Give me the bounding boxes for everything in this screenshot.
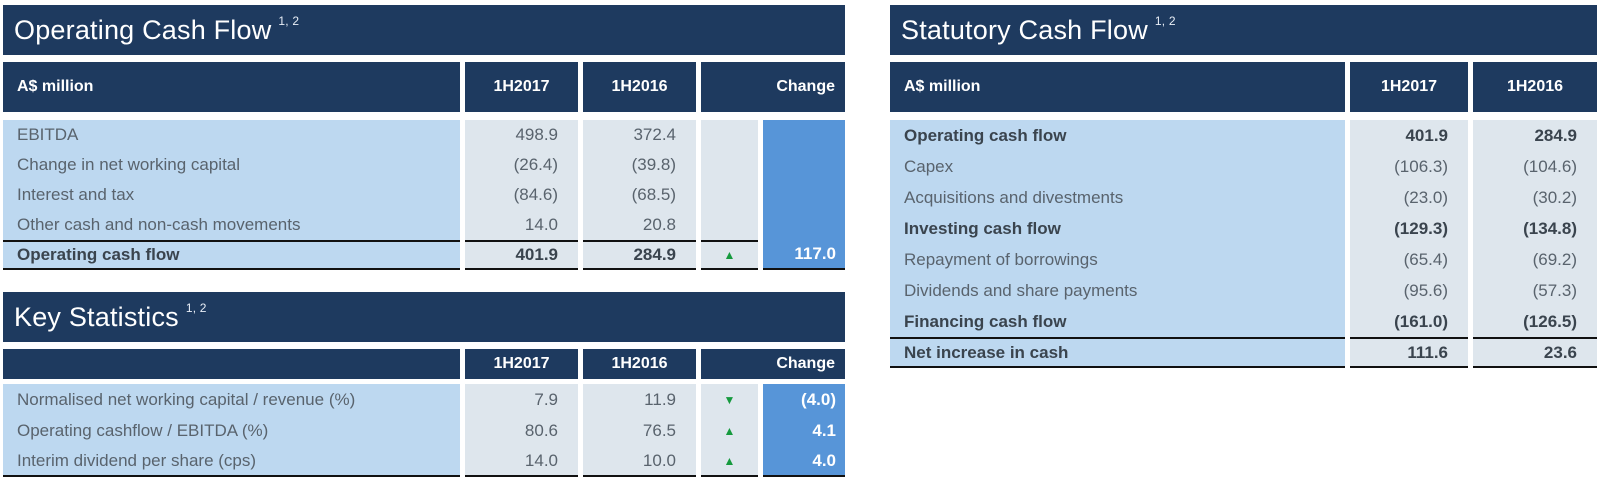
row-label: Net increase in cash — [890, 337, 1345, 368]
value-1h2017: (161.0) — [1350, 306, 1468, 337]
value-1h2016: 23.6 — [1473, 337, 1597, 368]
value-1h2016: 372.4 — [583, 120, 696, 150]
change-value: 117.0 — [763, 240, 845, 270]
change-value: 4.1 — [763, 415, 845, 446]
row-label: Financing cash flow — [890, 306, 1345, 337]
value-1h2016: 284.9 — [1473, 120, 1597, 151]
row-label: Change in net working capital — [3, 150, 460, 180]
statutory-cash-flow-table: Statutory Cash Flow 1, 2 A$ million 1H20… — [890, 5, 1597, 368]
row-label: Acquisitions and divestments — [890, 182, 1345, 213]
value-1h2016: 284.9 — [583, 240, 696, 270]
table-title: Key Statistics — [14, 301, 179, 332]
value-1h2017: 14.0 — [465, 446, 578, 477]
change-arrow-placeholder — [701, 210, 758, 240]
value-1h2017: 111.6 — [1350, 337, 1468, 368]
column-header-1h2017: 1H2017 — [465, 62, 578, 112]
row-label: Capex — [890, 151, 1345, 182]
operating-table-title-bar: Operating Cash Flow 1, 2 — [3, 5, 845, 55]
column-header-1h2017: 1H2017 — [465, 349, 578, 379]
statutory-table-body: Operating cash flow 401.9 284.9 Capex (106.3… — [890, 120, 1597, 368]
value-1h2017: (106.3) — [1350, 151, 1468, 182]
column-header-1h2016: 1H2016 — [1473, 62, 1597, 112]
row-label: Operating cash flow — [3, 240, 460, 270]
change-arrow-placeholder — [701, 150, 758, 180]
value-1h2017: (84.6) — [465, 180, 578, 210]
table-title: Statutory Cash Flow — [901, 14, 1148, 45]
row-label: Operating cashflow / EBITDA (%) — [3, 415, 460, 446]
column-header-blank — [3, 349, 460, 379]
column-header-change: Change — [701, 349, 845, 379]
row-label: Investing cash flow — [890, 213, 1345, 244]
footnote-superscript: 1, 2 — [185, 301, 207, 315]
value-1h2016: 11.9 — [583, 384, 696, 415]
row-label: Dividends and share payments — [890, 275, 1345, 306]
change-value — [763, 120, 845, 150]
value-1h2016: (39.8) — [583, 150, 696, 180]
column-header-1h2016: 1H2016 — [583, 62, 696, 112]
row-label: Interim dividend per share (cps) — [3, 446, 460, 477]
value-1h2016: 10.0 — [583, 446, 696, 477]
change-up-arrow-icon: ▲ — [701, 415, 758, 446]
change-value: (4.0) — [763, 384, 845, 415]
change-arrow-placeholder — [701, 180, 758, 210]
value-1h2017: 14.0 — [465, 210, 578, 240]
value-1h2017: (129.3) — [1350, 213, 1468, 244]
column-header-unit: A$ million — [3, 62, 460, 112]
footnote-superscript: 1, 2 — [1154, 14, 1176, 28]
change-arrow-placeholder — [701, 120, 758, 150]
value-1h2016: 20.8 — [583, 210, 696, 240]
value-1h2017: 401.9 — [465, 240, 578, 270]
value-1h2017: (26.4) — [465, 150, 578, 180]
statutory-table-title-bar: Statutory Cash Flow 1, 2 — [890, 5, 1597, 55]
value-1h2017: 401.9 — [1350, 120, 1468, 151]
operating-table-header-row: A$ million 1H2017 1H2016 Change — [3, 62, 845, 112]
value-1h2016: (134.8) — [1473, 213, 1597, 244]
row-label: Interest and tax — [3, 180, 460, 210]
value-1h2017: (23.0) — [1350, 182, 1468, 213]
value-1h2016: 76.5 — [583, 415, 696, 446]
value-1h2016: (30.2) — [1473, 182, 1597, 213]
value-1h2017: 80.6 — [465, 415, 578, 446]
value-1h2017: 498.9 — [465, 120, 578, 150]
key-statistics-body: Normalised net working capital / revenue… — [3, 384, 845, 477]
value-1h2016: (104.6) — [1473, 151, 1597, 182]
value-1h2016: (69.2) — [1473, 244, 1597, 275]
change-value — [763, 150, 845, 180]
column-header-change: Change — [701, 62, 845, 112]
change-value: 4.0 — [763, 446, 845, 477]
change-down-arrow-icon: ▼ — [701, 384, 758, 415]
change-up-arrow-icon: ▲ — [701, 240, 758, 270]
change-value — [763, 210, 845, 240]
value-1h2017: (65.4) — [1350, 244, 1468, 275]
change-value — [763, 180, 845, 210]
table-title: Operating Cash Flow — [14, 14, 272, 45]
value-1h2016: (68.5) — [583, 180, 696, 210]
column-header-unit: A$ million — [890, 62, 1345, 112]
column-header-1h2016: 1H2016 — [583, 349, 696, 379]
key-statistics-title-bar: Key Statistics 1, 2 — [3, 292, 845, 342]
value-1h2017: (95.6) — [1350, 275, 1468, 306]
column-header-1h2017: 1H2017 — [1350, 62, 1468, 112]
operating-table-body: EBITDA 498.9 372.4 Change in net working ca… — [3, 120, 845, 270]
footnote-superscript: 1, 2 — [278, 14, 300, 28]
key-statistics-header-row: 1H2017 1H2016 Change — [3, 349, 845, 379]
operating-cash-flow-table: Operating Cash Flow 1, 2 A$ million 1H20… — [3, 5, 845, 270]
value-1h2017: 7.9 — [465, 384, 578, 415]
row-label: Normalised net working capital / revenue… — [3, 384, 460, 415]
value-1h2016: (126.5) — [1473, 306, 1597, 337]
row-label: EBITDA — [3, 120, 460, 150]
statutory-table-header-row: A$ million 1H2017 1H2016 — [890, 62, 1597, 112]
row-label: Repayment of borrowings — [890, 244, 1345, 275]
row-label: Other cash and non-cash movements — [3, 210, 460, 240]
change-up-arrow-icon: ▲ — [701, 446, 758, 477]
key-statistics-table: Key Statistics 1, 2 1H2017 1H2016 Change… — [3, 292, 845, 477]
value-1h2016: (57.3) — [1473, 275, 1597, 306]
row-label: Operating cash flow — [890, 120, 1345, 151]
